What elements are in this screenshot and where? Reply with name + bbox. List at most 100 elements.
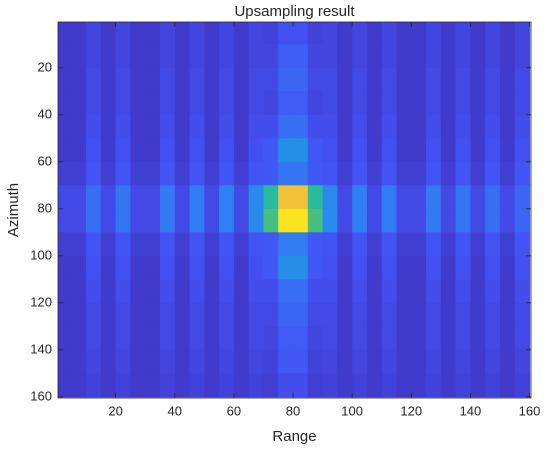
heatmap-cell bbox=[58, 232, 72, 257]
heatmap-cell bbox=[426, 91, 442, 116]
heatmap-cell bbox=[71, 279, 87, 304]
heatmap-cell bbox=[130, 326, 146, 351]
heatmap-cell bbox=[307, 114, 324, 139]
heatmap-cell bbox=[130, 138, 146, 163]
heatmap-cell bbox=[411, 22, 427, 45]
heatmap-cell bbox=[514, 91, 531, 116]
heatmap-cell bbox=[470, 44, 486, 69]
heatmap-cell bbox=[470, 373, 486, 398]
x-tick-label: 100 bbox=[341, 403, 363, 418]
heatmap-cell bbox=[263, 114, 279, 139]
heatmap-cell bbox=[455, 279, 471, 304]
heatmap-cell bbox=[381, 185, 398, 210]
heatmap-cell bbox=[145, 67, 161, 92]
heatmap-cell bbox=[58, 373, 72, 398]
heatmap-cell bbox=[337, 302, 353, 327]
heatmap-cell bbox=[499, 302, 516, 327]
heatmap-cell bbox=[219, 44, 235, 69]
y-tick-label: 60 bbox=[38, 153, 52, 168]
heatmap-cell bbox=[86, 67, 102, 92]
heatmap-cell bbox=[189, 326, 205, 351]
heatmap-cell bbox=[278, 302, 294, 327]
heatmap-cell bbox=[71, 161, 87, 186]
heatmap-cell bbox=[366, 161, 383, 186]
heatmap-cell bbox=[58, 302, 72, 327]
heatmap-cell bbox=[115, 161, 132, 186]
heatmap-cell bbox=[130, 161, 146, 186]
heatmap-cell bbox=[219, 91, 235, 116]
heatmap-cell bbox=[514, 161, 531, 186]
heatmap-cell bbox=[352, 22, 368, 45]
heatmap-cell bbox=[130, 232, 146, 257]
heatmap-cell bbox=[455, 326, 471, 351]
x-tick-label: 40 bbox=[168, 403, 182, 418]
heatmap-cell bbox=[159, 208, 176, 233]
heatmap-cell bbox=[307, 302, 324, 327]
heatmap-cell bbox=[159, 279, 176, 304]
heatmap-cell bbox=[159, 138, 176, 163]
heatmap-cell bbox=[293, 22, 309, 45]
heatmap-cell bbox=[293, 161, 309, 186]
heatmap-cell bbox=[337, 208, 353, 233]
heatmap-cell bbox=[204, 302, 220, 327]
heatmap-cell bbox=[130, 91, 146, 116]
heatmap-cell bbox=[115, 255, 132, 280]
heatmap-cell bbox=[174, 67, 191, 92]
heatmap-cell bbox=[411, 255, 427, 280]
x-tick-label: 140 bbox=[460, 403, 482, 418]
heatmap-cell bbox=[485, 208, 501, 233]
heatmap-cell bbox=[189, 255, 205, 280]
x-axis-label: Range bbox=[272, 428, 316, 445]
heatmap-cell bbox=[71, 255, 87, 280]
heatmap-cell bbox=[189, 349, 205, 374]
heatmap-cell bbox=[293, 255, 309, 280]
heatmap-cell bbox=[307, 91, 324, 116]
heatmap-cell bbox=[307, 44, 324, 69]
heatmap-cell bbox=[307, 138, 324, 163]
heatmap-cell bbox=[263, 22, 279, 45]
heatmap-cell bbox=[145, 44, 161, 69]
heatmap-cell bbox=[86, 232, 102, 257]
heatmap-cell bbox=[248, 326, 265, 351]
heatmap-cell bbox=[455, 91, 471, 116]
heatmap-cell bbox=[440, 91, 457, 116]
heatmap-cell bbox=[219, 22, 235, 45]
heatmap-cell bbox=[204, 255, 220, 280]
heatmap-cell bbox=[514, 44, 531, 69]
heatmap-cell bbox=[470, 91, 486, 116]
heatmap-cell bbox=[514, 326, 531, 351]
heatmap-cell bbox=[189, 138, 205, 163]
heatmap-cell bbox=[366, 91, 383, 116]
heatmap-cell bbox=[115, 349, 132, 374]
heatmap-cell bbox=[514, 302, 531, 327]
heatmap-cell bbox=[174, 114, 191, 139]
heatmap-cell bbox=[263, 208, 279, 233]
heatmap-cell bbox=[366, 67, 383, 92]
heatmap-cell bbox=[499, 373, 516, 398]
heatmap-cell bbox=[485, 232, 501, 257]
heatmap-cell bbox=[322, 44, 338, 69]
heatmap-cell bbox=[278, 349, 294, 374]
heatmap-cell bbox=[86, 138, 102, 163]
heatmap-cell bbox=[440, 373, 457, 398]
heatmap-cell bbox=[352, 161, 368, 186]
heatmap-cell bbox=[337, 373, 353, 398]
heatmap-cell bbox=[455, 44, 471, 69]
heatmap-cell bbox=[204, 279, 220, 304]
heatmap-cell bbox=[71, 91, 87, 116]
heatmap-cell bbox=[174, 185, 191, 210]
heatmap-cell bbox=[381, 44, 398, 69]
heatmap-cell bbox=[322, 255, 338, 280]
heatmap-cell bbox=[514, 232, 531, 257]
heatmap-cell bbox=[86, 373, 102, 398]
heatmap-cell bbox=[337, 22, 353, 45]
heatmap-cell bbox=[71, 373, 87, 398]
heatmap-cell bbox=[145, 279, 161, 304]
heatmap-cell bbox=[233, 326, 250, 351]
heatmap-cell bbox=[248, 91, 265, 116]
heatmap-cell bbox=[278, 67, 294, 92]
heatmap-cell bbox=[426, 302, 442, 327]
heatmap-cell bbox=[204, 138, 220, 163]
heatmap-cell bbox=[100, 279, 117, 304]
heatmap-cell bbox=[485, 22, 501, 45]
